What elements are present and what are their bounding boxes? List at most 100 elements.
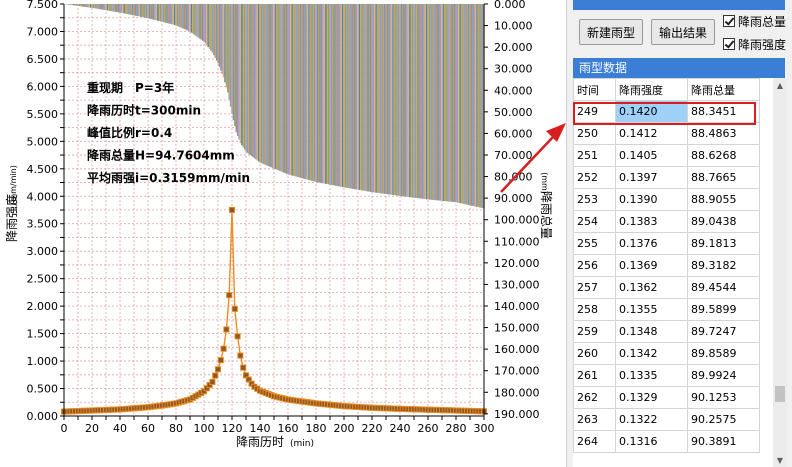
cell-time[interactable]: 262 <box>573 386 616 409</box>
check-total-label: 降雨总量 <box>738 14 787 29</box>
cell-intensity[interactable]: 0.1329 <box>615 386 688 409</box>
cell-total[interactable]: 90.3891 <box>687 430 760 453</box>
cell-total[interactable]: 89.1813 <box>687 232 760 255</box>
table-row[interactable]: 254 0.1383 89.0438 <box>573 210 760 233</box>
cell-total[interactable]: 89.4544 <box>687 276 760 299</box>
cell-intensity[interactable]: 0.1412 <box>615 122 688 145</box>
column-header-intensity[interactable]: 降雨强度 <box>615 78 688 101</box>
cell-total[interactable]: 88.9055 <box>687 188 760 211</box>
table-row[interactable]: 257 0.1362 89.4544 <box>573 276 760 299</box>
cumulative-bar <box>315 4 317 182</box>
cell-total[interactable]: 89.9924 <box>687 364 760 387</box>
cell-total[interactable]: 89.5899 <box>687 298 760 321</box>
cumulative-bar <box>364 4 366 191</box>
cell-time[interactable]: 260 <box>573 342 616 365</box>
cell-time[interactable]: 264 <box>573 430 616 453</box>
y-left-tick-label: 7.000 <box>27 25 59 38</box>
cumulative-bar <box>123 4 125 14</box>
scroll-thumb[interactable] <box>775 386 785 402</box>
table-row[interactable]: 256 0.1369 89.3182 <box>573 254 760 277</box>
cell-total[interactable]: 90.1253 <box>687 386 760 409</box>
cell-time[interactable]: 253 <box>573 188 616 211</box>
cell-time[interactable]: 256 <box>573 254 616 277</box>
cell-total[interactable]: 90.2575 <box>687 408 760 431</box>
column-header-total[interactable]: 降雨总量 <box>687 78 760 101</box>
cell-total[interactable]: 89.7247 <box>687 320 760 343</box>
cell-intensity[interactable]: 0.1420 <box>615 100 688 123</box>
cell-intensity[interactable]: 0.1405 <box>615 144 688 167</box>
cell-intensity[interactable]: 0.1342 <box>615 342 688 365</box>
check-total-rainfall[interactable]: 降雨总量 <box>723 12 786 30</box>
cell-time[interactable]: 263 <box>573 408 616 431</box>
scroll-up-icon[interactable]: ▲ <box>776 80 784 90</box>
cumulative-bar <box>172 4 174 25</box>
y-right-tick-label: 60.000 <box>494 127 533 140</box>
table-row[interactable]: 258 0.1355 89.5899 <box>573 298 760 321</box>
cell-intensity[interactable]: 0.1355 <box>615 298 688 321</box>
table-row[interactable]: 260 0.1342 89.8589 <box>573 342 760 365</box>
table-row[interactable]: 263 0.1322 90.2575 <box>573 408 760 431</box>
table-row[interactable]: 253 0.1390 88.9055 <box>573 188 760 211</box>
cell-intensity[interactable]: 0.1362 <box>615 276 688 299</box>
table-row[interactable]: 251 0.1405 88.6268 <box>573 144 760 167</box>
table-row[interactable]: 259 0.1348 89.7247 <box>573 320 760 343</box>
cumulative-bar <box>449 4 452 202</box>
cell-total[interactable]: 88.4863 <box>687 122 760 145</box>
y-right-tick-label: 10.000 <box>494 20 533 33</box>
cell-intensity[interactable]: 0.1369 <box>615 254 688 277</box>
cell-total[interactable]: 88.6268 <box>687 144 760 167</box>
table-row[interactable]: 264 0.1316 90.3891 <box>573 430 760 453</box>
data-table[interactable]: 时间 降雨强度 降雨总量 249 0.1420 88.3451 250 0.1412 88… <box>573 78 760 453</box>
cell-time[interactable]: 261 <box>573 364 616 387</box>
intensity-point <box>212 372 219 379</box>
export-results-button[interactable]: 输出结果 <box>651 19 715 45</box>
cell-time[interactable]: 254 <box>573 210 616 233</box>
cell-intensity[interactable]: 0.1397 <box>615 166 688 189</box>
cell-intensity[interactable]: 0.1322 <box>615 408 688 431</box>
y-right-axis-title: 降雨总量 <box>539 191 553 239</box>
cell-intensity[interactable]: 0.1376 <box>615 232 688 255</box>
vertical-scrollbar[interactable]: ▲ ▼ <box>773 78 787 467</box>
cell-intensity[interactable]: 0.1316 <box>615 430 688 453</box>
cumulative-bar <box>397 4 400 196</box>
table-row[interactable]: 250 0.1412 88.4863 <box>573 122 760 145</box>
scroll-down-icon[interactable]: ▼ <box>776 455 784 465</box>
cell-intensity[interactable]: 0.1335 <box>615 364 688 387</box>
cell-time[interactable]: 255 <box>573 232 616 255</box>
cell-total[interactable]: 89.3182 <box>687 254 760 277</box>
check-intensity[interactable]: 降雨强度 <box>723 35 786 53</box>
cumulative-bar <box>305 4 307 180</box>
new-rain-pattern-button[interactable]: 新建雨型 <box>579 19 643 45</box>
cell-time[interactable]: 250 <box>573 122 616 145</box>
checkbox-checked-icon[interactable] <box>723 15 735 27</box>
cumulative-bar <box>390 4 393 195</box>
cell-time[interactable]: 258 <box>573 298 616 321</box>
cell-total[interactable]: 88.7665 <box>687 166 760 189</box>
cell-total[interactable]: 89.8589 <box>687 342 760 365</box>
table-row[interactable]: 262 0.1329 90.1253 <box>573 386 760 409</box>
intensity-point <box>220 345 227 352</box>
cell-total[interactable]: 89.0438 <box>687 210 760 233</box>
cumulative-bar <box>465 4 467 205</box>
cumulative-bar <box>213 4 215 56</box>
checkbox-checked-icon[interactable] <box>723 38 735 50</box>
table-row[interactable]: 255 0.1376 89.1813 <box>573 232 760 255</box>
y-left-tick-label: 4.000 <box>27 190 59 203</box>
cumulative-bar <box>190 4 193 33</box>
x-axis-unit: (min) <box>290 439 314 449</box>
cell-time[interactable]: 251 <box>573 144 616 167</box>
cell-intensity[interactable]: 0.1348 <box>615 320 688 343</box>
cell-time[interactable]: 252 <box>573 166 616 189</box>
table-row[interactable]: 261 0.1335 89.9924 <box>573 364 760 387</box>
cumulative-bar <box>400 4 403 197</box>
cumulative-bar <box>348 4 351 189</box>
cell-time[interactable]: 257 <box>573 276 616 299</box>
table-row[interactable]: 252 0.1397 88.7665 <box>573 166 760 189</box>
cell-intensity[interactable]: 0.1383 <box>615 210 688 233</box>
cumulative-bar <box>89 4 92 8</box>
data-grid[interactable]: 时间 降雨强度 降雨总量 249 0.1420 88.3451 250 0.1412 88… <box>573 78 773 467</box>
cell-intensity[interactable]: 0.1390 <box>615 188 688 211</box>
cell-time[interactable]: 259 <box>573 320 616 343</box>
column-header-time[interactable]: 时间 <box>573 78 616 101</box>
cumulative-bar <box>266 4 268 166</box>
